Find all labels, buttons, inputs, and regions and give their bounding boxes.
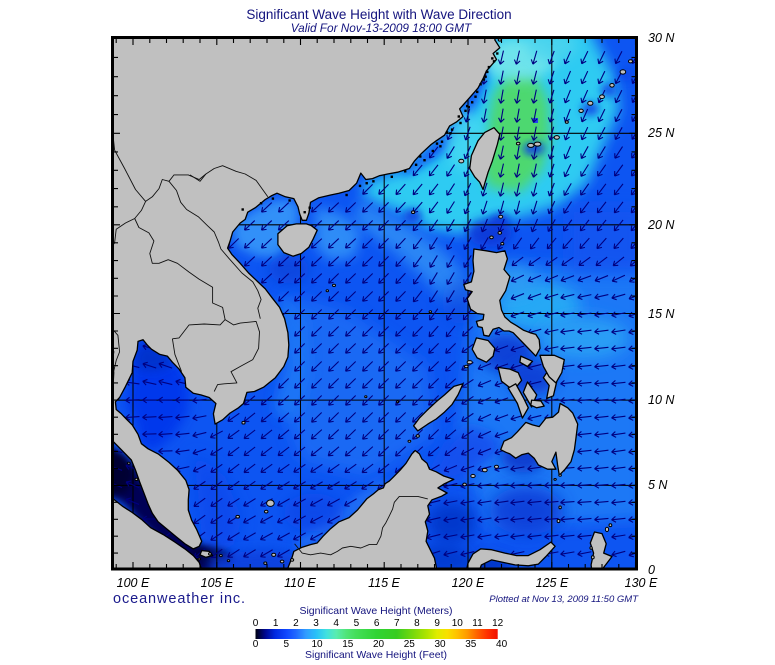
svg-text:25 N: 25 N — [647, 126, 675, 140]
svg-text:30: 30 — [434, 639, 446, 650]
svg-text:10: 10 — [452, 618, 464, 629]
svg-text:12: 12 — [492, 618, 504, 629]
svg-text:110 E: 110 E — [284, 576, 316, 590]
svg-text:8: 8 — [414, 618, 420, 629]
svg-text:130 E: 130 E — [625, 576, 658, 590]
svg-text:3: 3 — [313, 618, 319, 629]
svg-text:30 N: 30 N — [648, 31, 675, 45]
svg-text:0: 0 — [253, 618, 259, 629]
svg-text:20: 20 — [373, 639, 385, 650]
svg-text:15 N: 15 N — [648, 307, 675, 321]
svg-text:7: 7 — [394, 618, 400, 629]
svg-text:0: 0 — [648, 563, 655, 577]
svg-text:15: 15 — [342, 639, 354, 650]
svg-text:4: 4 — [333, 618, 339, 629]
svg-text:105 E: 105 E — [201, 576, 234, 590]
svg-text:20 N: 20 N — [647, 218, 675, 232]
svg-text:Significant Wave Height with W: Significant Wave Height with Wave Direct… — [246, 7, 511, 22]
svg-text:Significant Wave Height (Feet): Significant Wave Height (Feet) — [305, 649, 447, 661]
svg-text:9: 9 — [434, 618, 440, 629]
svg-text:Significant Wave Height (Meter: Significant Wave Height (Meters) — [299, 605, 452, 617]
svg-text:0: 0 — [253, 639, 259, 650]
svg-text:10: 10 — [311, 639, 323, 650]
svg-text:1: 1 — [273, 618, 279, 629]
svg-text:5: 5 — [354, 618, 360, 629]
svg-text:35: 35 — [465, 639, 477, 650]
svg-text:120 E: 120 E — [452, 576, 485, 590]
svg-text:oceanweather inc.: oceanweather inc. — [113, 591, 246, 607]
svg-text:Valid For Nov-13-2009 18:00 GM: Valid For Nov-13-2009 18:00 GMT — [291, 21, 472, 35]
svg-text:115 E: 115 E — [368, 576, 400, 590]
svg-text:2: 2 — [293, 618, 299, 629]
svg-text:125 E: 125 E — [536, 576, 569, 590]
svg-text:Plotted at Nov 13, 2009 11:50: Plotted at Nov 13, 2009 11:50 GMT — [489, 594, 639, 605]
svg-text:10 N: 10 N — [648, 393, 675, 407]
svg-text:11: 11 — [472, 618, 483, 629]
svg-text:25: 25 — [404, 639, 416, 650]
svg-text:5: 5 — [284, 639, 290, 650]
svg-text:5 N: 5 N — [648, 478, 668, 492]
svg-text:6: 6 — [374, 618, 380, 629]
svg-text:40: 40 — [496, 639, 508, 650]
svg-text:100 E: 100 E — [117, 576, 150, 590]
